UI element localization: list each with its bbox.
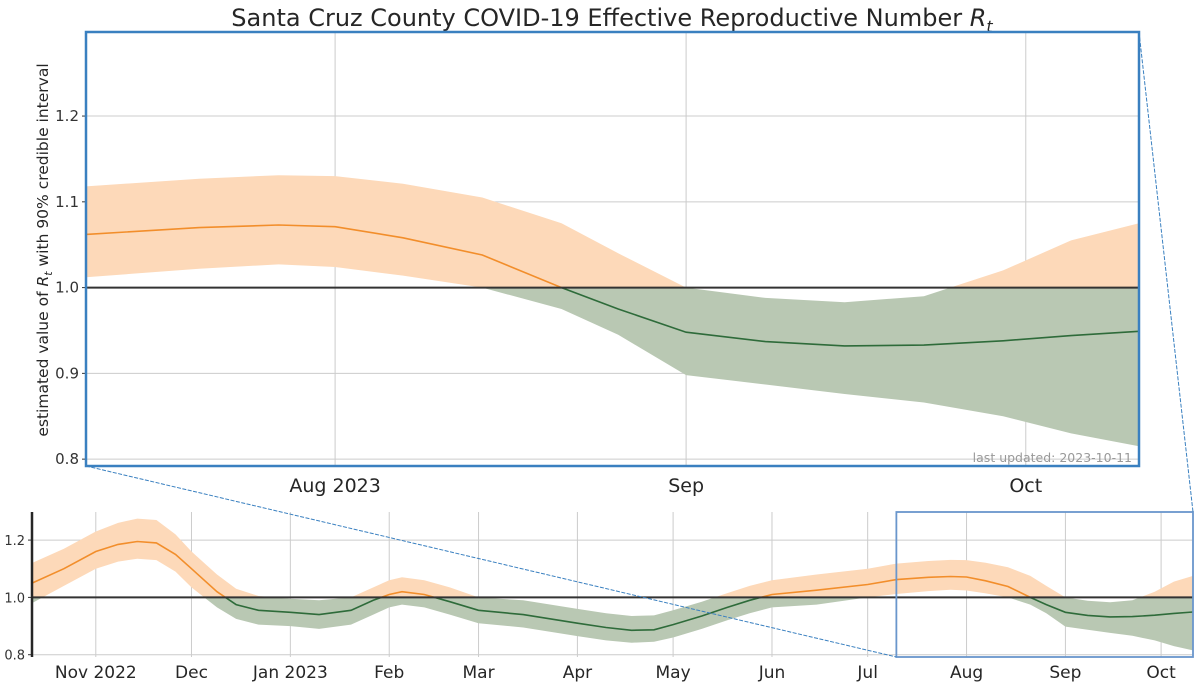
y-tick-label: 0.8 xyxy=(55,450,79,468)
y-tick-label: 0.8 xyxy=(4,649,25,664)
x-tick-label: Jul xyxy=(856,663,878,683)
main-ticks: 0.8 0.9 1.0 1.1 1.2 Aug 2023 Sep Oct xyxy=(55,107,1042,497)
credible-interval-band-below xyxy=(482,287,1139,447)
overview-zoom-window[interactable] xyxy=(895,511,1194,658)
zoom-connector-left xyxy=(85,465,897,658)
x-tick-label: Sep xyxy=(668,475,704,497)
x-tick-label: Aug xyxy=(950,663,983,683)
x-tick-label: Oct xyxy=(1146,663,1176,683)
overview-series xyxy=(32,518,1193,651)
zoom-connector-right xyxy=(1138,31,1194,513)
main-series xyxy=(86,175,1139,447)
y-axis-label: estimated value of Rt with 90% credible … xyxy=(34,63,55,436)
chart-title: Santa Cruz County COVID-19 Effective Rep… xyxy=(231,4,993,36)
x-tick-label: Jan 2023 xyxy=(252,663,328,683)
y-tick-label: 1.2 xyxy=(4,534,25,549)
median-line-below xyxy=(559,287,1139,347)
y-tick-label: 0.9 xyxy=(55,364,79,382)
x-tick-label: Oct xyxy=(1009,475,1042,497)
main-zoom-frame xyxy=(84,30,1141,468)
y-tick-label: 1.0 xyxy=(55,279,79,297)
credible-interval-band-above xyxy=(32,518,1193,598)
median-line-above xyxy=(32,540,1033,598)
last-updated-annotation: last updated: 2023-10-11 xyxy=(973,450,1132,465)
x-tick-label: Dec xyxy=(175,663,208,683)
x-tick-label: Feb xyxy=(374,663,404,683)
y-tick-label: 1.1 xyxy=(55,193,79,211)
x-tick-label: May xyxy=(656,663,691,683)
median-line-below xyxy=(224,597,1193,632)
credible-interval-band-below xyxy=(32,597,1193,651)
overview-ticks: 0.8 1.0 1.2 Nov 2022 Dec Jan 2023 Feb Mar Apr May… xyxy=(4,534,1176,683)
above-threshold-group xyxy=(86,175,1139,288)
below-threshold-group xyxy=(32,597,1193,651)
x-tick-label: Nov 2022 xyxy=(55,663,137,683)
above-threshold-group xyxy=(32,518,1193,598)
x-tick-label: Mar xyxy=(462,663,494,683)
x-tick-label: Sep xyxy=(1049,663,1081,683)
y-tick-label: 1.2 xyxy=(55,107,79,125)
credible-interval-band-above xyxy=(86,175,1139,288)
x-tick-label: Jun xyxy=(758,663,786,683)
y-tick-label: 1.0 xyxy=(4,591,25,606)
below-threshold-group xyxy=(482,287,1139,447)
x-tick-label: Aug 2023 xyxy=(289,475,381,497)
x-tick-label: Apr xyxy=(563,663,592,683)
